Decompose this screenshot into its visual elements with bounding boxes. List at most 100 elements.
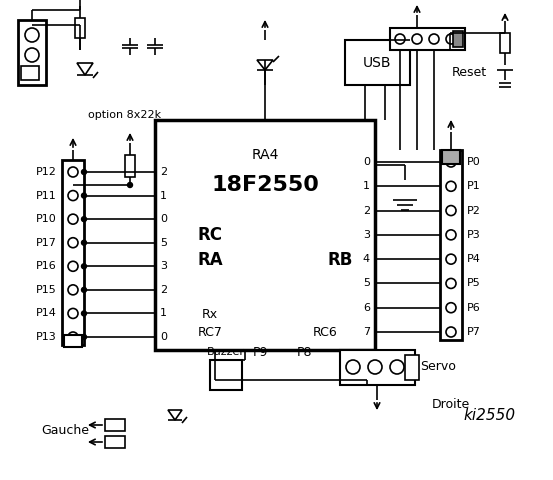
Text: 5: 5 — [160, 238, 167, 248]
Circle shape — [395, 34, 405, 44]
Circle shape — [81, 311, 86, 316]
Text: 1: 1 — [160, 191, 167, 201]
Circle shape — [446, 254, 456, 264]
Text: RC: RC — [197, 226, 222, 244]
Bar — [64, 335, 82, 347]
Text: P6: P6 — [467, 303, 481, 312]
Circle shape — [429, 34, 439, 44]
Circle shape — [81, 264, 86, 269]
Text: P5: P5 — [467, 278, 481, 288]
Circle shape — [68, 238, 78, 248]
Bar — [210, 360, 242, 390]
Circle shape — [346, 360, 360, 374]
Circle shape — [390, 360, 404, 374]
Text: USB: USB — [363, 56, 392, 70]
Text: P15: P15 — [36, 285, 57, 295]
Text: RA: RA — [197, 251, 223, 269]
Text: Reset: Reset — [452, 67, 487, 80]
Text: RA4: RA4 — [251, 148, 279, 162]
Text: 0: 0 — [160, 332, 167, 342]
Circle shape — [446, 157, 456, 167]
Text: Gauche: Gauche — [41, 423, 89, 436]
Bar — [155, 120, 375, 350]
Circle shape — [81, 335, 86, 339]
Text: P14: P14 — [36, 309, 57, 318]
Bar — [62, 160, 84, 345]
Text: P11: P11 — [36, 191, 57, 201]
Text: RC7: RC7 — [197, 325, 222, 338]
Circle shape — [68, 309, 78, 318]
Text: RB: RB — [327, 251, 353, 269]
Circle shape — [68, 285, 78, 295]
Circle shape — [68, 167, 78, 177]
Text: Rx: Rx — [202, 309, 218, 322]
Circle shape — [68, 332, 78, 342]
Text: 3: 3 — [160, 261, 167, 271]
Text: 2: 2 — [160, 285, 167, 295]
Circle shape — [81, 216, 86, 222]
Bar — [18, 20, 46, 85]
Circle shape — [81, 169, 86, 175]
Text: 2: 2 — [363, 205, 370, 216]
Text: 5: 5 — [363, 278, 370, 288]
Text: P7: P7 — [467, 327, 481, 337]
Text: Buzzer: Buzzer — [207, 347, 245, 357]
Text: 0: 0 — [363, 157, 370, 167]
Text: P8: P8 — [298, 346, 313, 359]
Text: P4: P4 — [467, 254, 481, 264]
Text: 2: 2 — [160, 167, 167, 177]
Bar — [75, 18, 85, 38]
Text: RC6: RC6 — [312, 325, 337, 338]
Text: P17: P17 — [36, 238, 57, 248]
Text: Droite: Droite — [432, 398, 470, 411]
Circle shape — [81, 193, 86, 198]
Circle shape — [25, 48, 39, 62]
Circle shape — [446, 205, 456, 216]
Bar — [105, 436, 125, 448]
Text: P2: P2 — [467, 205, 481, 216]
Circle shape — [446, 327, 456, 337]
Text: option 8x22k: option 8x22k — [88, 110, 161, 120]
Bar — [125, 155, 135, 177]
Text: P13: P13 — [36, 332, 57, 342]
Bar — [105, 419, 125, 431]
Text: 1: 1 — [363, 181, 370, 192]
Circle shape — [68, 191, 78, 201]
Circle shape — [25, 28, 39, 42]
Text: P12: P12 — [36, 167, 57, 177]
Text: 6: 6 — [363, 303, 370, 312]
Circle shape — [81, 288, 86, 292]
Text: 3: 3 — [363, 230, 370, 240]
Bar — [390, 28, 465, 50]
Bar — [340, 350, 415, 385]
Circle shape — [368, 360, 382, 374]
Circle shape — [68, 214, 78, 224]
Circle shape — [412, 34, 422, 44]
Bar — [500, 33, 510, 53]
Text: P16: P16 — [36, 261, 57, 271]
Circle shape — [446, 278, 456, 288]
Circle shape — [446, 181, 456, 192]
Bar — [21, 66, 39, 80]
Text: Servo: Servo — [420, 360, 456, 373]
Bar — [405, 355, 419, 380]
Bar — [453, 31, 463, 47]
Text: ki2550: ki2550 — [464, 408, 516, 422]
Text: P0: P0 — [467, 157, 481, 167]
Circle shape — [68, 261, 78, 271]
Text: P10: P10 — [36, 214, 57, 224]
Circle shape — [128, 182, 133, 188]
Circle shape — [446, 34, 456, 44]
Circle shape — [446, 230, 456, 240]
Circle shape — [81, 240, 86, 245]
Circle shape — [446, 303, 456, 312]
Bar — [345, 40, 410, 85]
Text: 18F2550: 18F2550 — [211, 175, 319, 195]
Text: 4: 4 — [363, 254, 370, 264]
Bar — [442, 150, 460, 164]
Text: P9: P9 — [252, 346, 268, 359]
Text: 0: 0 — [160, 214, 167, 224]
Bar — [440, 150, 462, 340]
Text: P3: P3 — [467, 230, 481, 240]
Text: 1: 1 — [160, 309, 167, 318]
